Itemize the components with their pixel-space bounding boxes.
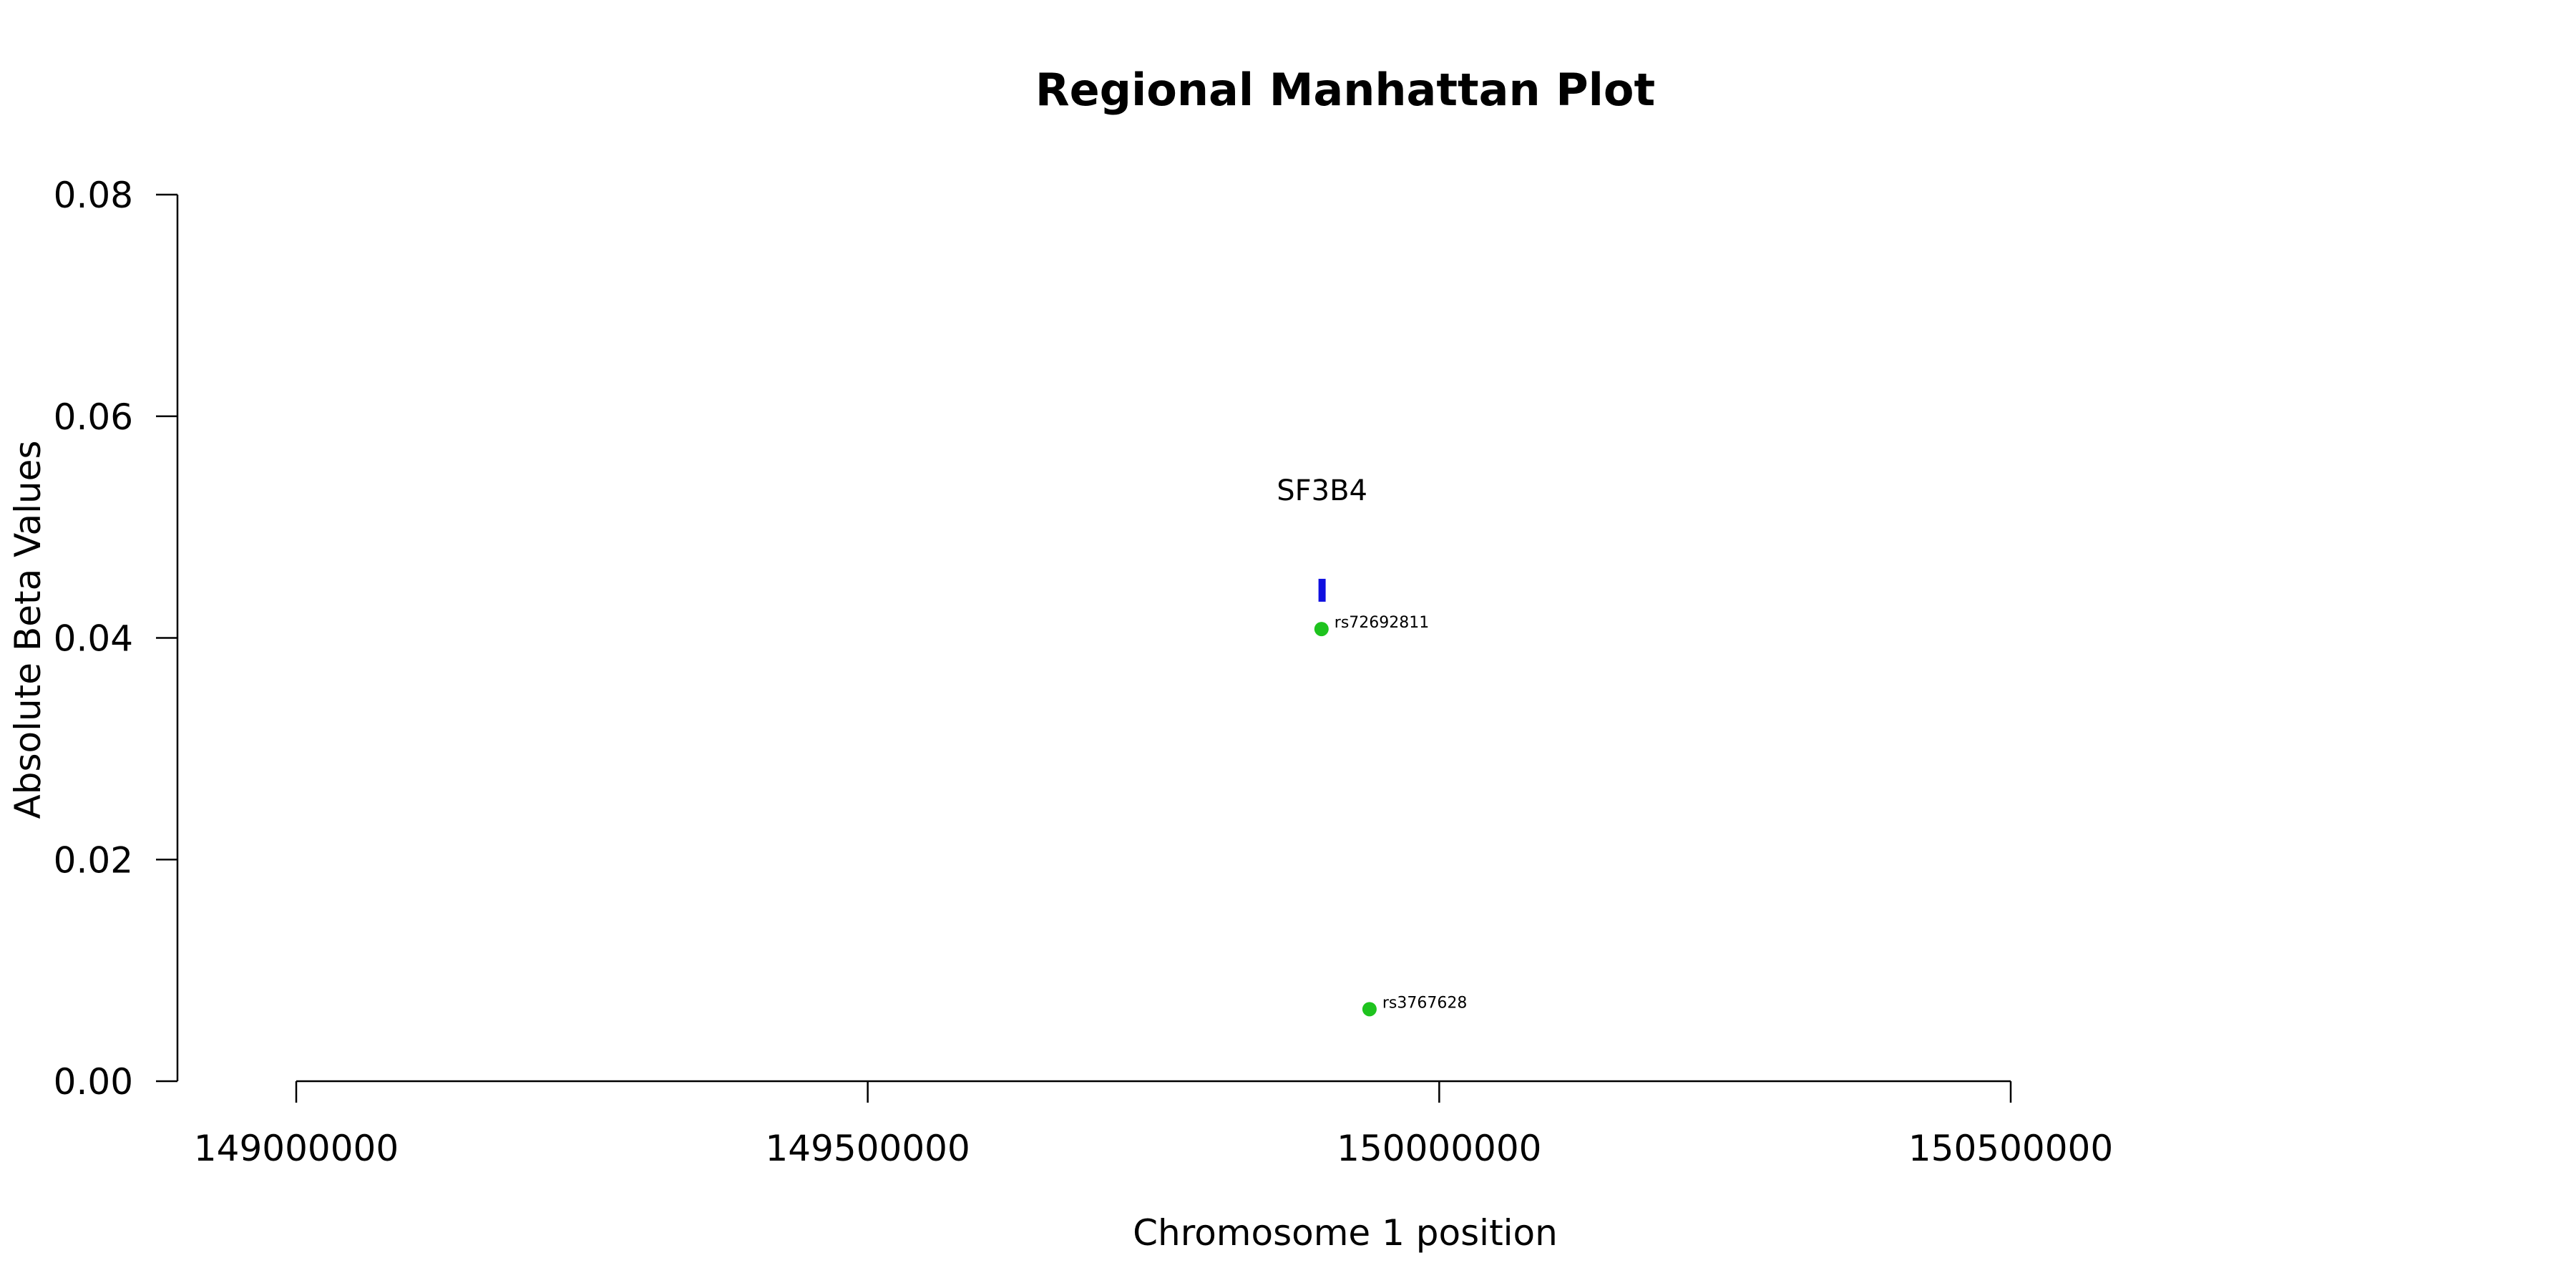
y-tick-label: 0.02 xyxy=(54,839,133,881)
snp-point xyxy=(1362,1002,1377,1017)
snp-points: rs72692811 rs3767628 xyxy=(1314,614,1468,1017)
snp-label: rs3767628 xyxy=(1382,994,1468,1012)
x-tick-label: 150500000 xyxy=(1908,1128,2113,1169)
y-tick-label: 0.08 xyxy=(54,175,133,216)
x-axis: 149000000 149500000 150000000 150500000 xyxy=(194,1080,2113,1169)
y-axis: 0.00 0.02 0.04 0.06 0.08 xyxy=(54,175,179,1103)
gene-bar xyxy=(1318,578,1326,602)
y-axis-label: Absolute Beta Values xyxy=(7,441,49,819)
x-axis-label: Chromosome 1 position xyxy=(1133,1212,1558,1254)
y-tick-label: 0.00 xyxy=(54,1061,133,1103)
x-tick-label: 150000000 xyxy=(1337,1128,1541,1169)
y-tick-label: 0.04 xyxy=(54,618,133,660)
gene-label: SF3B4 xyxy=(1277,474,1367,507)
x-tick-label: 149000000 xyxy=(194,1128,399,1169)
x-tick-label: 149500000 xyxy=(766,1128,970,1169)
y-tick-label: 0.06 xyxy=(54,396,133,438)
gene-track: SF3B4 xyxy=(1277,474,1367,602)
chart-title: Regional Manhattan Plot xyxy=(1035,64,1655,116)
snp-point xyxy=(1314,622,1329,637)
snp-label: rs72692811 xyxy=(1335,614,1429,632)
